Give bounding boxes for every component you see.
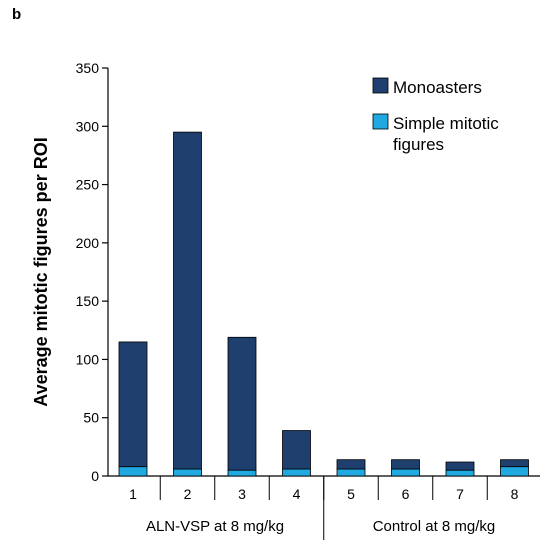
bar-simple-mitotic xyxy=(500,466,529,477)
bar-monoasters xyxy=(227,336,257,471)
x-tick-label: 6 xyxy=(402,486,410,502)
bar-simple-mitotic xyxy=(118,466,148,477)
y-tick-label: 300 xyxy=(76,118,100,134)
bar-monoasters xyxy=(282,430,311,470)
panel-label: b xyxy=(12,6,22,23)
y-tick-label: 200 xyxy=(76,235,100,251)
y-tick-label: 0 xyxy=(91,468,99,484)
y-axis-label: Average mitotic figures per ROI xyxy=(31,137,51,406)
bar-simple-mitotic xyxy=(336,468,366,477)
x-tick-label: 8 xyxy=(511,486,519,502)
y-tick-label: 50 xyxy=(83,410,99,426)
bar-monoasters xyxy=(391,459,420,470)
bar-monoasters xyxy=(500,459,529,468)
y-tick-label: 100 xyxy=(76,351,100,367)
x-tick-label: 3 xyxy=(238,486,246,502)
bar-monoasters xyxy=(445,461,475,471)
y-tick-label: 150 xyxy=(76,293,100,309)
y-tick-label: 350 xyxy=(76,60,100,76)
y-tick-label: 250 xyxy=(76,177,100,193)
legend-swatch-monoasters xyxy=(372,77,389,94)
bar-monoasters xyxy=(173,131,202,470)
x-tick-label: 1 xyxy=(129,486,137,502)
bar-simple-mitotic xyxy=(173,468,202,477)
group-labels: ALN-VSP at 8 mg/kg Control at 8 mg/kg xyxy=(146,476,495,540)
group-label-control: Control at 8 mg/kg xyxy=(373,518,496,535)
bar-simple-mitotic xyxy=(391,468,420,477)
legend: Monoasters Simple mitotic figures xyxy=(372,77,499,154)
bar-monoasters xyxy=(118,341,148,468)
legend-label-monoasters: Monoasters xyxy=(393,78,482,97)
bar-simple-mitotic xyxy=(445,469,475,477)
y-axis: 0 50 100 150 200 250 300 350 xyxy=(76,60,109,484)
bar-monoasters xyxy=(336,459,366,470)
x-tick-label: 2 xyxy=(184,486,192,502)
bar-simple-mitotic xyxy=(227,469,257,477)
x-tick-label: 5 xyxy=(347,486,355,502)
bar-simple-mitotic xyxy=(282,468,311,477)
x-tick-label: 4 xyxy=(293,486,301,502)
x-tick-label: 7 xyxy=(456,486,464,502)
bars xyxy=(118,131,529,477)
group-label-aln-vsp: ALN-VSP at 8 mg/kg xyxy=(146,518,284,535)
legend-swatch-simple-mitotic xyxy=(372,113,389,130)
legend-label-simple-mitotic: Simple mitotic figures xyxy=(393,114,499,154)
